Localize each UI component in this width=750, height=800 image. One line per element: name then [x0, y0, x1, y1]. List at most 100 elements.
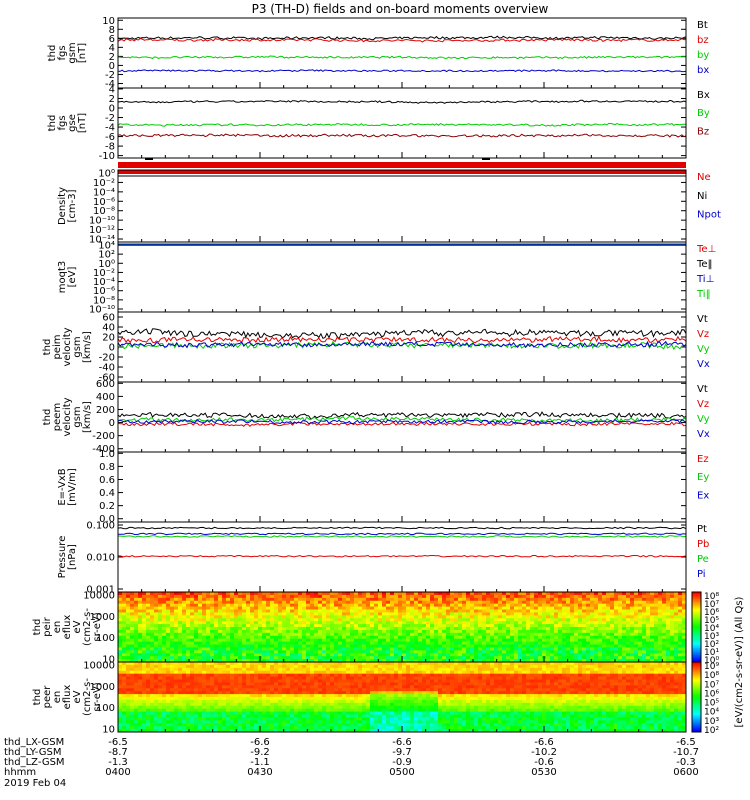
spectrogram-cell	[422, 609, 427, 613]
y-tick-label: 10⁻⁴	[93, 277, 115, 288]
spectrogram-cell	[174, 717, 179, 721]
spectrogram-cell	[282, 609, 287, 613]
spectrogram-cell	[470, 618, 475, 622]
spectrogram-cell	[246, 627, 251, 631]
spectrogram-cell	[210, 615, 215, 619]
spectrogram-cell	[626, 650, 631, 654]
spectrogram-cell	[194, 679, 199, 683]
spectrogram-cell	[250, 612, 255, 616]
spectrogram-cell	[218, 714, 223, 718]
spectrogram-cell	[222, 729, 227, 733]
spectrogram-cell	[138, 609, 143, 613]
spectrogram-cell	[370, 609, 375, 613]
spectrogram-cell	[450, 592, 455, 596]
spectrogram-cell	[574, 594, 579, 599]
spectrogram-cell	[206, 632, 211, 637]
spectrogram-cell	[302, 653, 307, 657]
spectrogram-cell	[138, 621, 143, 625]
spectrogram-cell	[674, 647, 679, 651]
spectrogram-cell	[118, 705, 123, 710]
spectrogram-cell	[602, 653, 607, 657]
spectrogram-cell	[338, 597, 343, 602]
spectrogram-cell	[282, 670, 287, 675]
spectrogram-cell	[570, 653, 575, 657]
spectrogram-cell	[250, 717, 255, 721]
legend-entry-Vy: Vy	[697, 414, 710, 425]
spectrogram-cell	[218, 609, 223, 613]
spectrogram-cell	[178, 653, 183, 657]
spectrogram-cell	[362, 592, 367, 596]
spectrogram-cell	[506, 644, 511, 648]
spectrogram-cell	[322, 621, 327, 625]
spectrogram-cell	[170, 597, 175, 602]
spectrogram-cell	[126, 682, 131, 686]
spectrogram-cell	[170, 635, 175, 640]
spectrogram-cell	[410, 592, 415, 596]
spectrogram-cell	[638, 641, 643, 645]
spectrogram-cell	[654, 603, 659, 607]
spectrogram-cell	[282, 676, 287, 680]
spectrogram-cell	[198, 644, 203, 648]
spectrogram-cell	[538, 615, 543, 619]
spectrogram-cell	[286, 653, 291, 657]
spectrogram-cell	[202, 682, 207, 686]
spectrogram-cell	[282, 606, 287, 610]
spectrogram-cell	[134, 720, 139, 724]
spectrogram-cell	[286, 679, 291, 683]
spectrogram-cell	[470, 612, 475, 616]
spectrogram-cell	[294, 635, 299, 640]
spectrogram-cell	[234, 714, 239, 718]
spectrogram-cell	[258, 708, 263, 712]
spectrogram-cell	[242, 592, 247, 596]
spectrogram-cell	[474, 624, 479, 628]
spectrogram-cell	[178, 685, 183, 689]
spectrogram-cell	[166, 708, 171, 712]
spectrogram-cell	[162, 635, 167, 640]
spectrogram-cell	[422, 624, 427, 628]
spectrogram-cell	[118, 650, 123, 654]
spectrogram-cell	[462, 627, 467, 631]
spectrogram-cell	[266, 708, 271, 712]
spectrogram-cell	[518, 609, 523, 613]
spectrogram-cell	[454, 650, 459, 654]
spectrogram-cell	[394, 592, 399, 596]
spectrogram-cell	[210, 711, 215, 715]
spectrogram-cell	[458, 621, 463, 625]
spectrogram-cell	[582, 615, 587, 619]
spectrogram-cell	[226, 682, 231, 686]
spectrogram-cell	[550, 592, 555, 596]
spectrogram-cell	[650, 647, 655, 651]
spectrogram-cell	[458, 606, 463, 610]
spectrogram-cell	[606, 592, 611, 596]
spectrogram-cell	[566, 629, 571, 634]
spectrogram-cell	[250, 629, 255, 634]
spectrogram-cell	[250, 667, 255, 672]
spectrogram-cell	[230, 656, 235, 660]
spectrogram-cell	[490, 641, 495, 645]
spectrogram-cell	[366, 641, 371, 645]
spectrogram-cell	[226, 720, 231, 724]
spectrogram-cell	[250, 615, 255, 619]
spectrogram-cell	[230, 653, 235, 657]
spectrogram-cell	[282, 653, 287, 657]
spectrogram-cell	[682, 656, 687, 660]
spectrogram-cell	[330, 627, 335, 631]
spectrogram-cell	[174, 632, 179, 637]
spectrogram-cell	[262, 705, 267, 710]
spectrogram-cell	[546, 600, 551, 605]
spectrogram-cell	[614, 629, 619, 634]
spectrogram-cell	[430, 627, 435, 631]
spectrogram-cell	[294, 638, 299, 642]
spectrogram-cell	[342, 629, 347, 634]
spectrogram-cell	[362, 606, 367, 610]
spectrogram-cell	[242, 662, 247, 666]
spectrogram-cell	[234, 679, 239, 683]
spectrogram-cell	[438, 627, 443, 631]
spectrogram-cell	[158, 670, 163, 675]
spectrogram-cell	[610, 638, 615, 642]
spectrogram-cell	[634, 647, 639, 651]
panel-peir-eflux: thd peir en eflux eV (cm2-s-sr-eV)10000100010…	[32, 591, 687, 666]
spectrogram-cell	[314, 635, 319, 640]
spectrogram-cell	[394, 618, 399, 622]
spectrogram-cell	[566, 594, 571, 599]
